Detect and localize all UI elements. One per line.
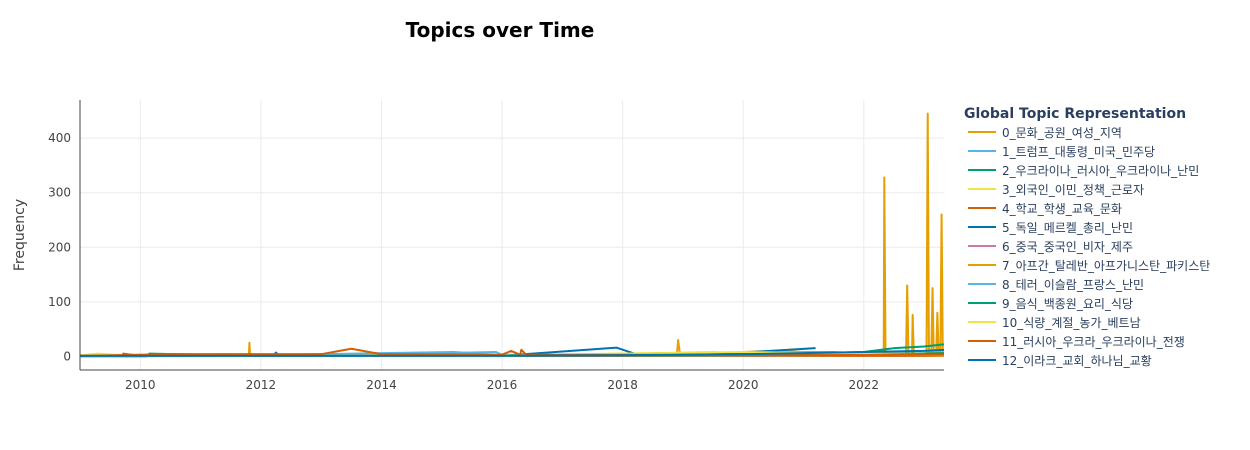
x-tick-label: 2010: [125, 378, 156, 392]
legend-title: Global Topic Representation: [964, 106, 1186, 122]
legend-label: 3_외국인_이민_정책_근로자: [1002, 182, 1144, 197]
legend-item[interactable]: 2_우크라이나_러시아_우크라이나_난민: [968, 164, 1199, 178]
axis-layer: 2010 2012 2014 2016 2018 2020 2022 0 100 200 300 40…: [48, 100, 944, 392]
x-tick-label: 2022: [849, 378, 880, 392]
legend-item[interactable]: 4_학교_학생_교육_문화: [968, 202, 1122, 216]
legend-item[interactable]: 8_테러_이슬람_프랑스_난민: [968, 278, 1144, 292]
y-tick-label: 300: [48, 186, 71, 200]
x-tick-label: 2020: [728, 378, 759, 392]
grid-layer: [80, 100, 944, 370]
legend-label: 7_아프간_탈레반_아프가니스탄_파키스탄: [1002, 259, 1210, 273]
y-tick-label: 400: [48, 131, 71, 145]
legend-item[interactable]: 10_식량_계절_농가_베트남: [968, 316, 1141, 330]
series-layer: [79, 112, 945, 358]
legend-label: 5_독일_메르켈_총리_난민: [1002, 221, 1133, 235]
legend-item[interactable]: 6_중국_중국인_비자_제주: [968, 240, 1133, 254]
legend-label: 9_음식_백종원_요리_식당: [1002, 297, 1133, 311]
y-axis-title: Frequency: [12, 199, 28, 271]
series-line-12: [80, 348, 945, 357]
x-tick-label: 2016: [487, 378, 518, 392]
y-tick-label: 200: [48, 240, 71, 254]
legend-items[interactable]: 0_문화_공원_여성_지역 1_트럼프_대통령_미국_민주당 2_우크라이나_러시아…: [968, 126, 1210, 368]
legend-label: 2_우크라이나_러시아_우크라이나_난민: [1002, 164, 1199, 178]
legend-label: 12_이라크_교회_하나님_교황: [1002, 354, 1152, 368]
chart-title: Topics over Time: [406, 18, 595, 42]
legend-item[interactable]: 0_문화_공원_여성_지역: [968, 126, 1122, 140]
legend-item[interactable]: 11_러시아_우크라_우크라이나_전쟁: [968, 335, 1185, 349]
legend-item[interactable]: 9_음식_백종원_요리_식당: [968, 297, 1133, 311]
x-tick-label: 2018: [607, 378, 638, 392]
y-tick-label: 100: [48, 295, 71, 309]
legend[interactable]: Global Topic Representation 0_문화_공원_여성_지…: [964, 106, 1210, 368]
legend-item[interactable]: 3_외국인_이민_정책_근로자: [968, 182, 1144, 197]
legend-label: 11_러시아_우크라_우크라이나_전쟁: [1002, 335, 1185, 349]
legend-item[interactable]: 7_아프간_탈레반_아프가니스탄_파키스탄: [968, 259, 1210, 273]
legend-label: 0_문화_공원_여성_지역: [1002, 126, 1122, 140]
y-tick-label: 0: [63, 349, 71, 363]
x-tick-label: 2014: [366, 378, 397, 392]
legend-label: 6_중국_중국인_비자_제주: [1002, 240, 1133, 254]
legend-item[interactable]: 12_이라크_교회_하나님_교황: [968, 354, 1152, 368]
series-line-0: [86, 112, 944, 357]
x-tick-label: 2012: [246, 378, 277, 392]
legend-label: 8_테러_이슬람_프랑스_난민: [1002, 278, 1144, 292]
legend-item[interactable]: 1_트럼프_대통령_미국_민주당: [968, 145, 1155, 159]
legend-label: 10_식량_계절_농가_베트남: [1002, 316, 1141, 330]
legend-label: 1_트럼프_대통령_미국_민주당: [1002, 145, 1155, 159]
plot-area: 2010 2012 2014 2016 2018 2020 2022 0 100 200 300 40…: [48, 100, 945, 392]
legend-item[interactable]: 5_독일_메르켈_총리_난민: [968, 221, 1133, 235]
legend-label: 4_학교_학생_교육_문화: [1002, 202, 1122, 216]
